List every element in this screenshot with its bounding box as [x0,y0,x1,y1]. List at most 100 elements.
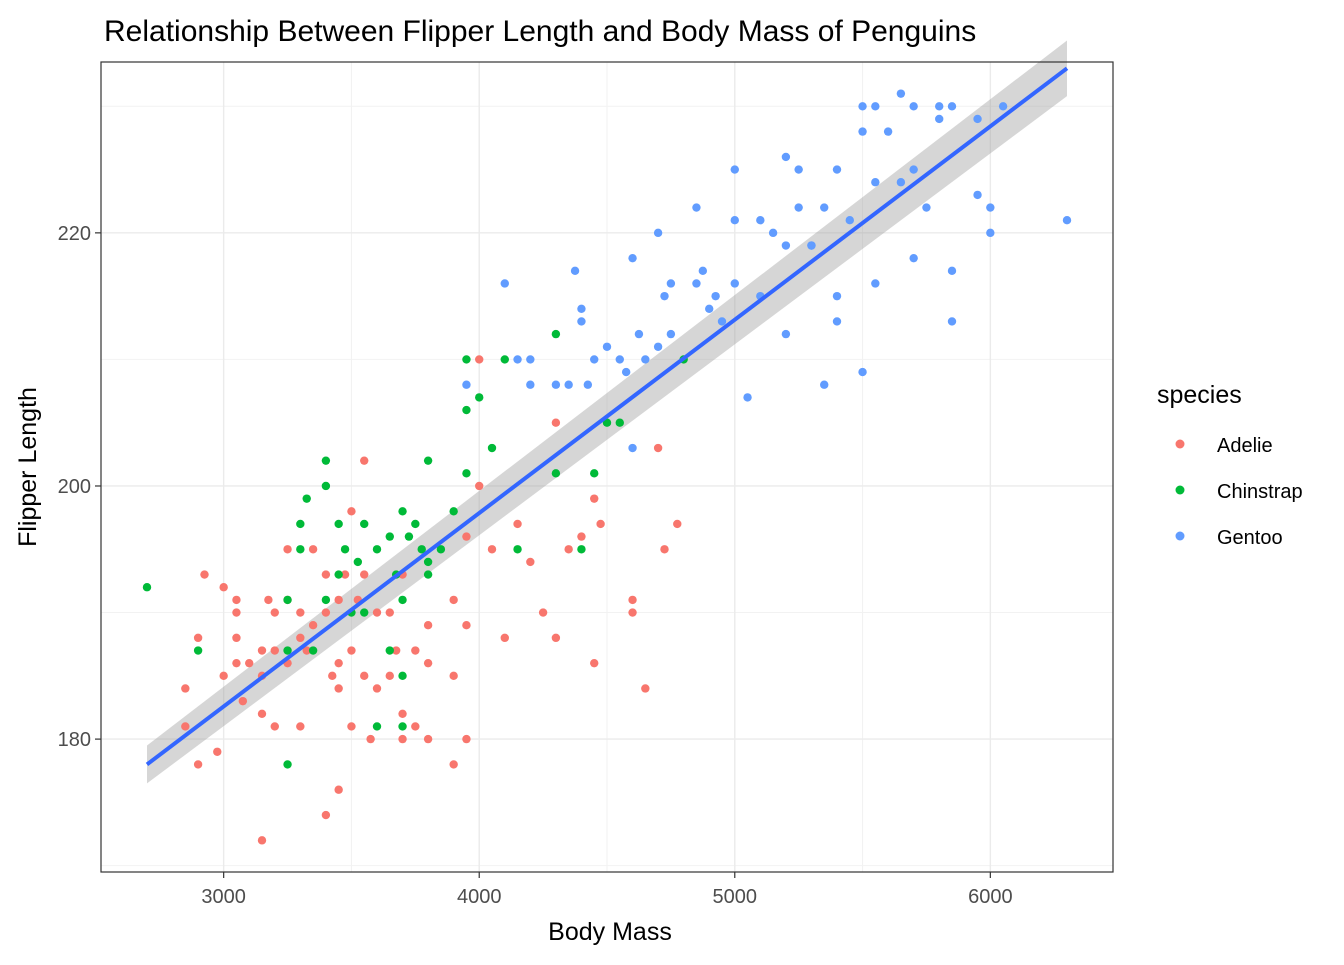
gentoo-point [660,291,669,301]
gentoo-point [986,228,995,238]
adelie-point [385,671,394,681]
chinstrap-point [340,545,350,554]
adelie-point [423,734,433,744]
gentoo-point [577,304,586,313]
gentoo-point [858,127,867,136]
adelie-point [200,570,209,579]
gentoo-point [832,317,842,326]
gentoo-legend-key [1175,531,1185,541]
adelie-point [347,646,356,655]
adelie-point [628,595,637,605]
gentoo-point [922,203,931,212]
chinstrap-point [398,507,407,516]
chinstrap-point [462,355,471,364]
chinstrap-point [487,443,497,453]
adelie-point [462,621,471,630]
gentoo-point [986,203,995,212]
chinstrap-point [353,557,363,567]
adelie-point [347,507,356,516]
adelie-point [340,570,350,579]
gentoo-point [730,165,739,174]
adelie-point [213,747,222,756]
chinstrap-point [321,481,331,491]
chinstrap-point [462,405,471,415]
chinstrap-point [551,329,561,339]
chinstrap-point [404,532,414,541]
chinstrap-point [398,595,407,605]
adelie-point [462,532,471,541]
chinstrap-point [283,760,292,769]
gentoo-point [858,102,867,111]
adelie-point [660,545,669,554]
adelie-point [449,595,458,605]
gentoo-point [717,317,727,326]
y-tick-label: 200 [58,476,91,498]
chinstrap-point [398,722,407,731]
gentoo-point [807,241,816,250]
gentoo-point [743,393,752,402]
gentoo-point [768,228,778,238]
y-tick-label: 180 [58,729,91,751]
adelie-point [232,658,241,668]
adelie-point [334,785,343,794]
adelie-point [513,519,522,529]
gentoo-point [947,317,957,326]
chinstrap-point [500,355,509,364]
legend-title: species [1157,381,1242,409]
minor-gridlines [101,62,1113,872]
chinstrap-point [551,469,561,478]
chinstrap-point [360,519,369,529]
gentoo-point [781,329,791,339]
gentoo-point [781,152,791,162]
adelie-point [219,583,228,592]
adelie-point [308,545,318,554]
gentoo-point [666,329,676,339]
y-axis-label: Flipper Length [14,387,42,547]
gentoo-point [858,367,867,377]
gentoo-point [1062,216,1072,225]
adelie-point [181,722,190,731]
chinstrap-point [462,469,471,478]
adelie-legend-key [1175,439,1185,449]
adelie-point [257,646,267,655]
gentoo-point [883,127,893,136]
gentoo-point [794,165,803,174]
adelie-point [551,418,561,427]
gentoo-point [896,89,906,98]
adelie-point [302,646,311,655]
gentoo-point [653,228,663,238]
chinstrap-point [436,545,446,554]
adelie-point [334,595,343,605]
adelie-point [423,658,433,668]
adelie-point [360,456,369,465]
adelie-point [238,696,248,706]
adelie-point [590,658,599,668]
chinstrap-point [283,646,292,655]
adelie-point [193,760,203,769]
adelie-point [449,671,458,681]
adelie-point [526,557,535,567]
regression-line-path [145,66,1069,767]
adelie-point [398,734,407,744]
adelie-point [321,810,331,820]
chinstrap-point [417,545,426,554]
adelie-point [628,608,637,617]
adelie-point [423,621,433,630]
plot-panel [100,40,1114,873]
adelie-point [590,494,599,503]
adelie-point [475,355,484,364]
adelie-point [245,658,254,668]
gentoo-point [570,266,580,276]
gentoo-point [692,279,701,288]
gentoo-point [998,102,1008,111]
adelie-point [372,608,382,617]
adelie-point [641,684,650,693]
gentoo-point [500,279,509,288]
adelie-point [334,658,343,668]
gentoo-point [947,266,957,276]
adelie-point [308,621,318,630]
adelie-point [321,608,331,617]
chinstrap-point [321,595,331,605]
